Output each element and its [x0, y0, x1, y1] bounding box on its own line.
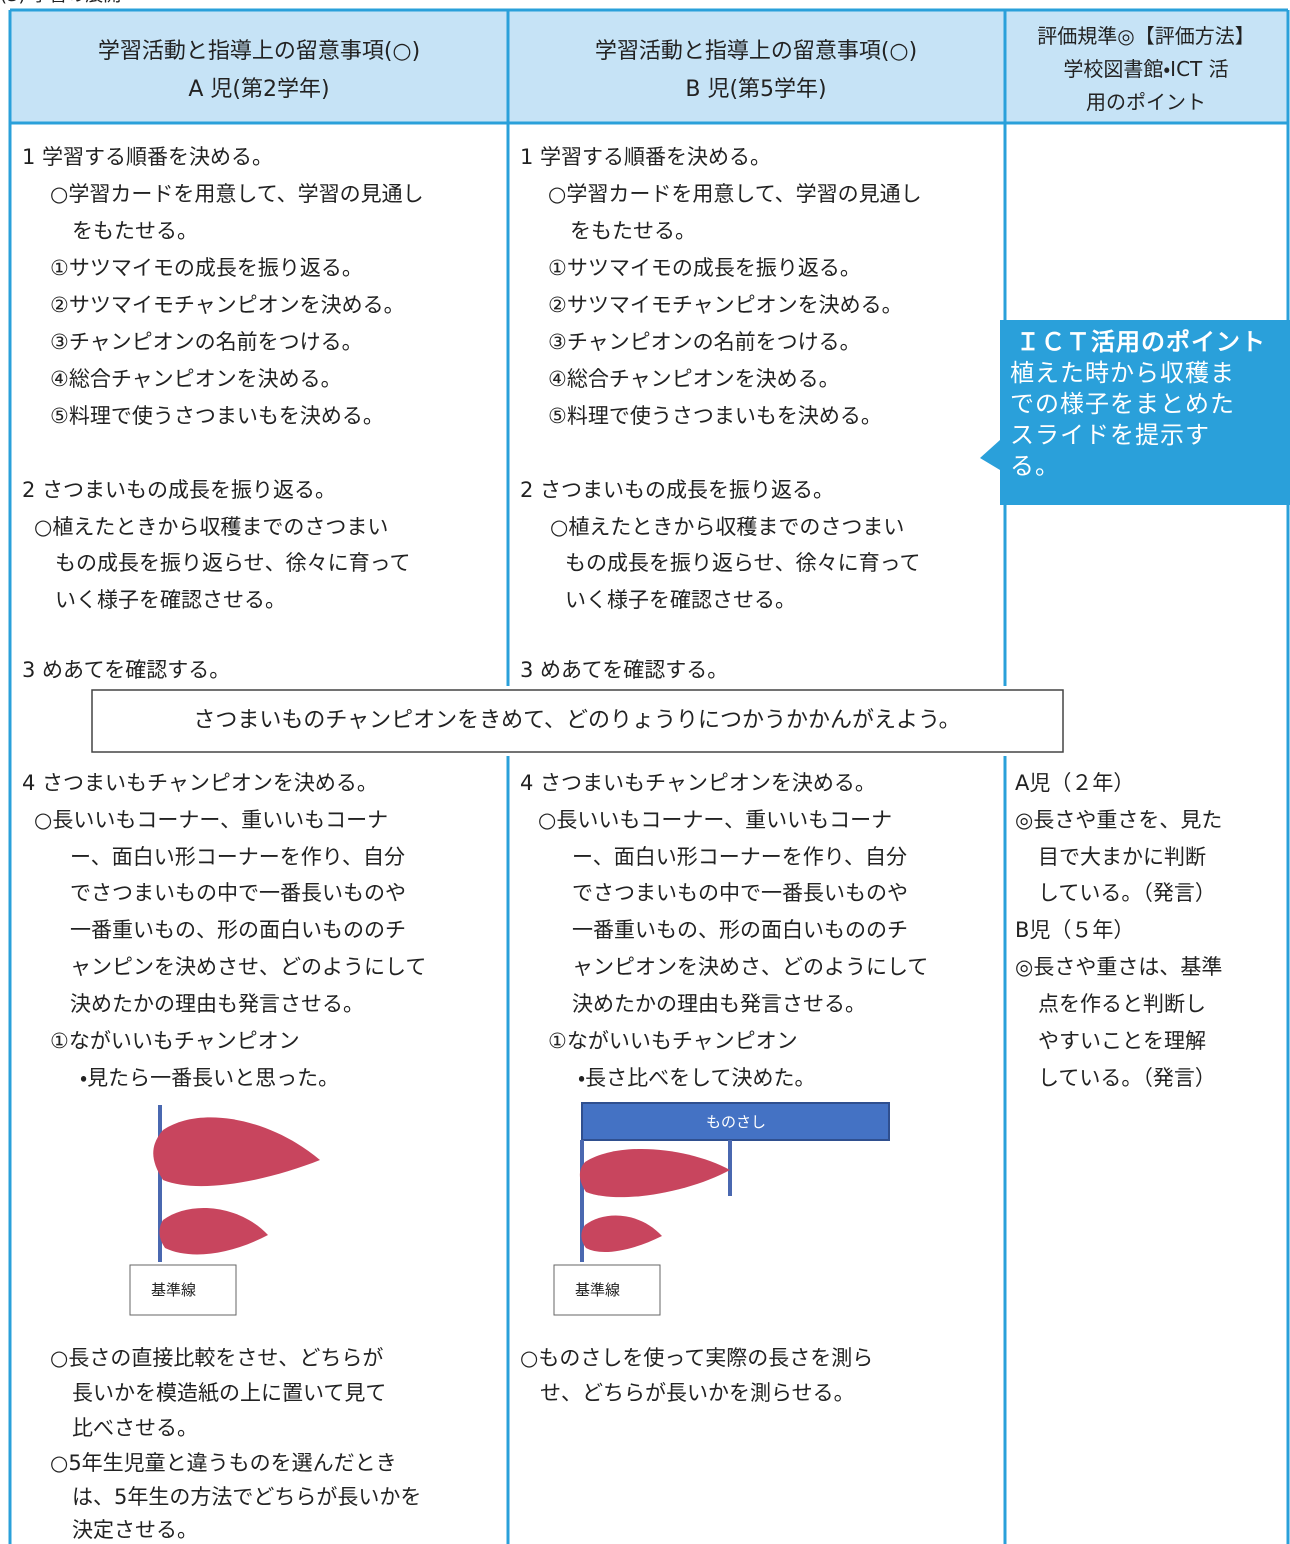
activity-line: ○5年生児童と違うものを選んだとき [50, 1451, 397, 1475]
header-cell-text: 学習活動と指導上の留意事項(○) [594, 39, 918, 64]
evaluation-line: している。（発言） [1038, 1066, 1216, 1090]
activity-line: ④総合チャンピオンを決める。 [50, 367, 342, 391]
activity-line: 長いかを模造紙の上に置いて見て [72, 1381, 387, 1405]
activity-line: ャンピオンを決めさ、どのようにして [572, 955, 929, 979]
activity-line: ○ものさしを使って実際の長さを測ら [520, 1346, 874, 1370]
ict-line: での様子をまとめた [1010, 390, 1235, 418]
activity-line: いく様子を確認させる。 [565, 588, 796, 612]
ict-line: スライドを提示す [1010, 421, 1210, 449]
activity-line: せ、どちらが長いかを測らせる。 [540, 1381, 855, 1405]
activity-line: でさつまいもの中で一番長いものや [572, 881, 908, 905]
ict-title: ＩＣＴ活用のポイント [1016, 328, 1266, 356]
activity-line: ①サツマイモの成長を振り返る。 [50, 256, 363, 280]
figure-label: 基準線 [575, 1281, 621, 1299]
activity-line: ○植えたときから収穫までのさつまい [550, 515, 905, 539]
activity-line: ー、面白い形コーナーを作り、自分 [572, 845, 907, 869]
activity-line: 3 めあてを確認する。 [22, 658, 231, 682]
header-cell-text: 用のポイント [1086, 90, 1206, 114]
goal-text: さつまいものチャンピオンをきめて、どのりょうりにつかうかかんがえよう。 [193, 708, 961, 733]
activity-line: ⑤料理で使うさつまいもを決める。 [548, 404, 882, 428]
ict-callout [980, 320, 1290, 505]
ruler [581, 1102, 890, 1141]
header-cell-text: B 児(第5学年) [685, 77, 827, 102]
activity-line: ・見たら一番長いと思った。 [80, 1066, 340, 1090]
activity-line: をもたせる。 [570, 219, 696, 243]
activity-line: ャンピンを決めさせ、どのようにして [70, 955, 427, 979]
activity-line: 2 さつまいもの成長を振り返る。 [520, 478, 835, 502]
activity-line: ②サツマイモチャンピオンを決める。 [50, 293, 405, 317]
activity-line: ー、面白い形コーナーを作り、自分 [70, 845, 405, 869]
activity-line: ⑤料理で使うさつまいもを決める。 [50, 404, 384, 428]
activity-line: 一番重いもの、形の面白いもののチ [70, 918, 406, 942]
activity-line: ○学習カードを用意して、学習の見通し [50, 182, 424, 206]
activity-line: をもたせる。 [72, 219, 198, 243]
activity-line: 4 さつまいもチャンピオンを決める。 [22, 771, 378, 795]
activity-line: 1 学習する順番を決める。 [520, 145, 772, 169]
ict-line: 植えた時から収穫ま [1010, 359, 1235, 387]
evaluation-line: している。（発言） [1038, 881, 1216, 905]
activity-line: ○長いいもコーナー、重いいもコーナ [538, 808, 893, 832]
activity-line: ①ながいいもチャンピオン [50, 1029, 300, 1053]
header-cell-text: 評価規準◎【評価方法】 [1037, 24, 1255, 48]
header-bg [10, 10, 1288, 123]
activity-line: 2 さつまいもの成長を振り返る。 [22, 478, 337, 502]
evaluation-line: ◎長さや重さは、基準 [1015, 955, 1223, 979]
activity-line: 決めたかの理由も発言させる。 [572, 992, 866, 1016]
evaluation-line: 目で大まかに判断 [1038, 845, 1206, 869]
ruler-label: ものさし [706, 1113, 767, 1131]
activity-line: 決めたかの理由も発言させる。 [70, 992, 364, 1016]
header-cell-text: 学習活動と指導上の留意事項(○) [97, 39, 421, 64]
activity-line: 一番重いもの、形の面白いもののチ [572, 918, 908, 942]
activity-line: 4 さつまいもチャンピオンを決める。 [520, 771, 876, 795]
activity-line: ○長いいもコーナー、重いいもコーナ [34, 808, 389, 832]
heading: (3) 学習の展開 [0, 0, 121, 10]
evaluation-line: ◎長さや重さを、見た [1015, 808, 1223, 832]
activity-line: ①サツマイモの成長を振り返る。 [548, 256, 861, 280]
activity-line: ④総合チャンピオンを決める。 [548, 367, 840, 391]
activity-line: 決定させる。 [72, 1518, 198, 1542]
evaluation-line: B児（５年） [1015, 918, 1135, 942]
evaluation-line: やすいことを理解 [1038, 1029, 1206, 1053]
activity-line: ①ながいいもチャンピオン [548, 1029, 798, 1053]
activity-line: 比べさせる。 [72, 1416, 198, 1440]
activity-line: もの成長を振り返らせ、徐々に育って [565, 551, 921, 575]
activity-line: ○植えたときから収穫までのさつまい [34, 515, 389, 539]
goal-box [91, 689, 1064, 753]
activity-line: いく様子を確認させる。 [55, 588, 286, 612]
activity-line: ③チャンピオンの名前をつける。 [548, 330, 861, 354]
activity-line: もの成長を振り返らせ、徐々に育って [55, 551, 411, 575]
activity-line: 3 めあてを確認する。 [520, 658, 729, 682]
activity-line: ②サツマイモチャンピオンを決める。 [548, 293, 903, 317]
header-cell-text: A 児(第2学年) [188, 77, 330, 102]
ict-line: る。 [1010, 452, 1060, 480]
activity-line: ○学習カードを用意して、学習の見通し [548, 182, 922, 206]
evaluation-line: A児（２年） [1015, 771, 1135, 795]
activity-line: 1 学習する順番を決める。 [22, 145, 274, 169]
activity-line: でさつまいもの中で一番長いものや [70, 881, 406, 905]
evaluation-line: 点を作ると判断し [1038, 992, 1206, 1016]
activity-line: は、5年生の方法でどちらが長いかを [72, 1485, 422, 1509]
activity-line: ○長さの直接比較をさせ、どちらが [50, 1346, 384, 1370]
figure-label: 基準線 [151, 1281, 197, 1299]
activity-line: ・長さ比べをして決めた。 [578, 1066, 816, 1090]
header-cell-text: 学校図書館・ICT 活 [1063, 57, 1229, 81]
activity-line: ③チャンピオンの名前をつける。 [50, 330, 363, 354]
